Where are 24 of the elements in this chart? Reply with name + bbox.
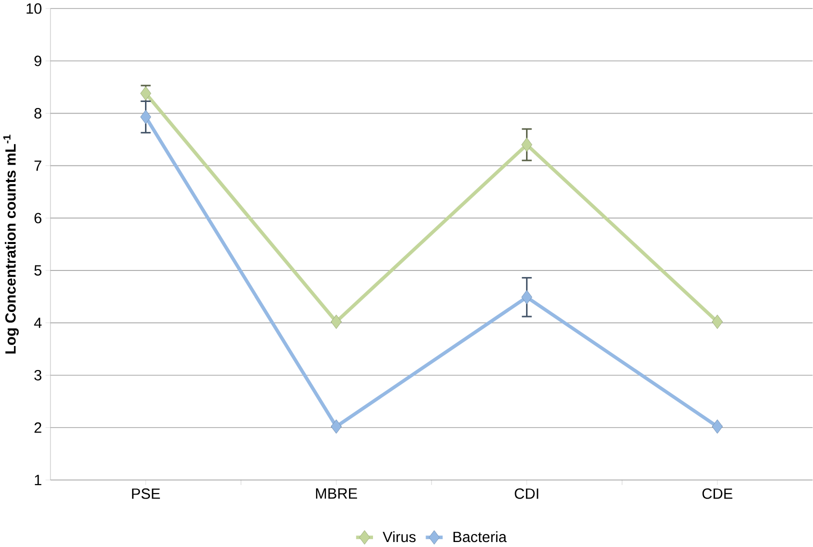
y-axis-title: Log Concentration counts mL$^{-1}$ [3, 134, 19, 354]
point [330, 314, 342, 329]
x-tick-label: CDE [702, 488, 732, 499]
point [140, 110, 152, 124]
y-tick-label: 4 [34, 318, 42, 328]
x-tick-label: CDI [514, 488, 538, 499]
x-tick-label: PSE [132, 488, 160, 499]
legend-label: Bacteria [454, 531, 507, 542]
point [521, 290, 532, 304]
point [521, 137, 532, 152]
y-tick-label: 3 [34, 370, 42, 380]
x-tick-label: MBRE [316, 488, 358, 498]
y-tick-label: 10 [26, 3, 42, 14]
legend-label: Virus [382, 531, 416, 542]
y-tick-label: 8 [34, 108, 42, 118]
y-tick-label: 1 [34, 474, 42, 485]
point [712, 314, 723, 329]
y-tick-label: 7 [34, 160, 42, 171]
point [330, 419, 342, 434]
y-tick-label: 9 [34, 55, 42, 66]
y-tick-label: 5 [34, 265, 42, 276]
point [712, 419, 723, 434]
y-tick-label: 6 [34, 212, 42, 224]
y-tick-label: 2 [34, 422, 42, 433]
